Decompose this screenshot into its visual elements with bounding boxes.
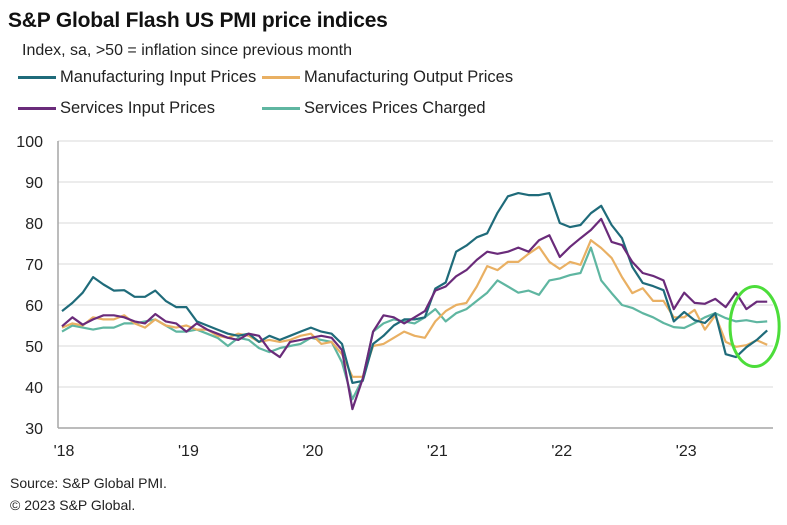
chart-title: S&P Global Flash US PMI price indices [8, 9, 388, 32]
series-line-manufacturing-output-prices [61, 239, 768, 378]
series-lines [61, 192, 768, 411]
highlight-ellipse [728, 285, 781, 368]
source-note: Source: S&P Global PMI. [10, 475, 167, 491]
gridlines [57, 140, 773, 429]
x-tick-label: '21 [427, 443, 448, 460]
legend-item-services-charged: Services Prices Charged [262, 99, 486, 118]
x-axis-ticks: '18 '19 '20 '21 '22 '23 [54, 443, 697, 460]
series-line-manufacturing-input-prices [61, 192, 768, 384]
y-axis-ticks: 30 40 50 60 70 80 90 100 [16, 134, 43, 438]
y-tick-label: 50 [25, 339, 43, 356]
legend-swatch-services-charged [262, 107, 300, 110]
legend-swatch-manufacturing-output [262, 76, 300, 79]
legend-item-manufacturing-input: Manufacturing Input Prices [18, 68, 256, 87]
series-line-services-input-prices [61, 217, 768, 411]
series-line-services-prices-charged [61, 246, 768, 401]
legend-swatch-services-input [18, 107, 56, 110]
y-tick-label: 80 [25, 216, 43, 233]
x-tick-label: '20 [302, 443, 323, 460]
legend-swatch-manufacturing-input [18, 76, 56, 79]
legend-label-manufacturing-input: Manufacturing Input Prices [60, 68, 257, 86]
x-tick-label: '23 [676, 443, 697, 460]
legend-label-services-charged: Services Prices Charged [304, 99, 486, 117]
y-tick-label: 70 [25, 257, 43, 274]
legend-label-services-input: Services Input Prices [60, 99, 215, 117]
y-tick-label: 40 [25, 380, 43, 397]
legend-label-manufacturing-output: Manufacturing Output Prices [304, 68, 514, 86]
x-tick-label: '22 [551, 443, 572, 460]
x-tick-label: '19 [178, 443, 199, 460]
y-tick-label: 30 [25, 421, 43, 438]
annotations [728, 285, 781, 368]
legend-item-manufacturing-output: Manufacturing Output Prices [262, 68, 513, 87]
x-tick-label: '18 [54, 443, 75, 460]
y-tick-label: 90 [25, 175, 43, 192]
legend-item-services-input: Services Input Prices [18, 99, 215, 118]
chart-subtitle: Index, sa, >50 = inflation since previou… [22, 42, 352, 59]
copyright-note: © 2023 S&P Global. [10, 497, 136, 513]
y-tick-label: 60 [25, 298, 43, 315]
y-tick-label: 100 [16, 134, 43, 151]
